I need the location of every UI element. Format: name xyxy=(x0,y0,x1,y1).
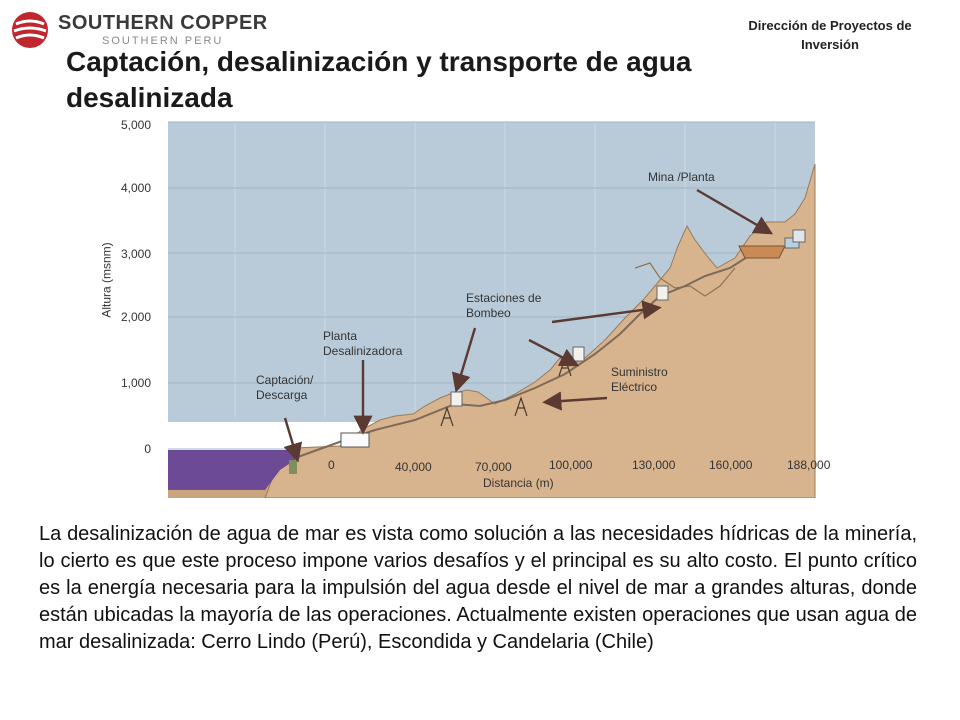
terrain-profile-graphic xyxy=(168,121,816,498)
mine-plant-tank xyxy=(792,229,806,243)
x-tick-70000: 70,000 xyxy=(475,460,512,474)
mine-plant-building xyxy=(784,237,800,249)
arrow-estaciones-2 xyxy=(528,338,580,367)
label-planta-desalinizadora: Planta Desalinizadora xyxy=(323,329,403,358)
water-pipeline xyxy=(294,251,756,459)
y-axis-label: Altura (msnm) xyxy=(99,242,114,318)
power-towers xyxy=(440,356,572,427)
company-subname: SOUTHERN PERU xyxy=(102,35,224,47)
arrow-estaciones-3 xyxy=(551,300,662,324)
page-title: Captación, desalinización y transporte d… xyxy=(66,46,692,113)
pumping-station-3 xyxy=(656,285,669,301)
terrain-profile-diagram: 5,000 4,000 3,000 2,000 1,000 0 Altura (… xyxy=(95,118,855,498)
label-captacion-descarga: Captación/ Descarga xyxy=(256,373,314,402)
y-tick-0: 0 xyxy=(144,442,151,456)
x-tick-0: 0 xyxy=(328,458,335,472)
pumping-station-2 xyxy=(572,346,585,362)
company-name: SOUTHERN COPPER xyxy=(58,12,268,34)
arrow-captacion xyxy=(283,417,303,463)
y-tick-1000: 1,000 xyxy=(120,376,151,390)
x-tick-100000: 100,000 xyxy=(549,458,593,472)
arrow-estaciones-1 xyxy=(451,327,477,393)
company-logo-icon xyxy=(12,12,48,48)
desalination-plant xyxy=(340,432,370,448)
arrow-suministro xyxy=(542,391,608,411)
y-tick-4000: 4,000 xyxy=(120,181,151,195)
captacion-structure xyxy=(289,460,297,474)
label-estaciones-bombeo: Estaciones de Bombeo xyxy=(466,291,542,320)
department-label: Dirección de Proyectos de Inversión xyxy=(748,18,912,52)
pumping-station-1 xyxy=(450,391,463,407)
body-paragraph: La desalinización de agua de mar es vist… xyxy=(39,523,917,653)
x-tick-188000: 188,000 xyxy=(787,458,831,472)
label-mina-planta: Mina /Planta xyxy=(648,170,715,184)
x-tick-40000: 40,000 xyxy=(395,460,432,474)
company-logo: SOUTHERN COPPER SOUTHERN PERU xyxy=(10,10,270,54)
x-axis-label: Distancia (m) xyxy=(483,476,554,490)
arrow-mina xyxy=(696,188,774,235)
y-tick-3000: 3,000 xyxy=(120,247,151,261)
mine-pit xyxy=(738,245,786,259)
x-tick-160000: 160,000 xyxy=(709,458,753,472)
label-suministro-electrico: Suministro Eléctrico xyxy=(611,365,668,394)
sea xyxy=(168,450,300,490)
y-tick-2000: 2,000 xyxy=(120,310,151,324)
y-tick-5000: 5,000 xyxy=(120,118,151,132)
x-tick-130000: 130,000 xyxy=(632,458,676,472)
